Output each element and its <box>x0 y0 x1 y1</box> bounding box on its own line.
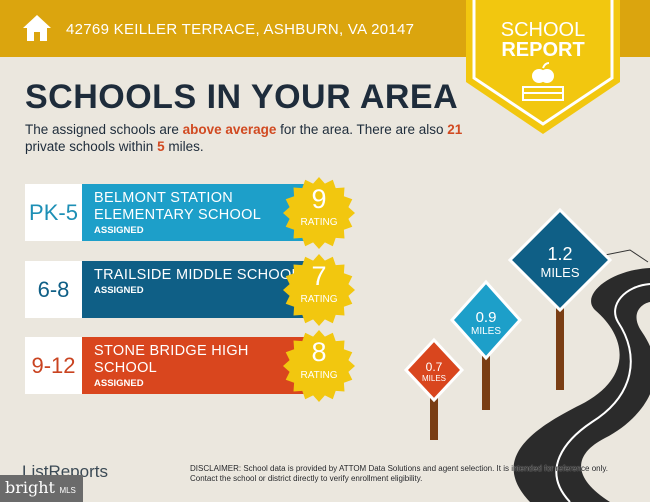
school-name: BELMONT STATION ELEMENTARY SCHOOL <box>94 190 262 223</box>
rating-label: RATING <box>300 370 338 381</box>
assignment-status: ASSIGNED <box>94 378 144 389</box>
rating-badge: 8 RATING <box>283 330 355 402</box>
assignment-status: ASSIGNED <box>94 225 144 236</box>
badge-line2: REPORT <box>501 39 585 61</box>
starburst-icon <box>283 330 355 402</box>
school-name: TRAILSIDE MIDDLE SCHOOL <box>94 267 300 283</box>
rating-value: 7 <box>311 261 327 291</box>
rating-badge: 7 RATING <box>283 254 355 326</box>
disclaimer: DISCLAIMER: School data is provided by A… <box>190 464 608 483</box>
distance-sign-3: 0.7 MILES <box>421 360 446 383</box>
school-row: 9-12 STONE BRIDGE HIGH SCHOOL ASSIGNED 8… <box>25 330 355 402</box>
distance-sign-1: 1.2 MILES <box>540 244 580 280</box>
rating-label: RATING <box>300 294 338 305</box>
page-title: SCHOOLS IN YOUR AREA <box>25 78 459 116</box>
grade-range: PK-5 <box>25 184 82 241</box>
bright-mls-logo: bright MLS <box>0 475 83 502</box>
assignment-status: ASSIGNED <box>94 285 144 296</box>
starburst-icon <box>283 254 355 326</box>
road-signs-illustration <box>403 207 650 502</box>
home-icon <box>23 15 51 41</box>
apple-books-icon <box>522 62 564 101</box>
distance-sign-2: 0.9 MILES <box>470 309 501 337</box>
school-info: TRAILSIDE MIDDLE SCHOOL ASSIGNED <box>82 261 307 318</box>
school-info: STONE BRIDGE HIGH SCHOOL ASSIGNED <box>82 337 307 394</box>
school-name: STONE BRIDGE HIGH SCHOOL <box>94 343 249 376</box>
grade-range: 6-8 <box>25 261 82 318</box>
rating-value: 8 <box>311 337 327 367</box>
school-info: BELMONT STATION ELEMENTARY SCHOOL ASSIGN… <box>82 184 307 241</box>
school-row: PK-5 BELMONT STATION ELEMENTARY SCHOOL A… <box>25 177 355 249</box>
summary-text: The assigned schools are above average f… <box>25 122 463 154</box>
starburst-icon <box>283 177 355 249</box>
badge-line1: SCHOOL <box>500 19 586 41</box>
road-line <box>555 283 650 502</box>
rating-label: RATING <box>300 217 338 228</box>
rating-value: 9 <box>311 184 327 214</box>
grade-range: 9-12 <box>25 337 82 394</box>
school-report-badge <box>466 0 620 134</box>
property-address: 42769 KEILLER TERRACE, ASHBURN, VA 20147 <box>66 21 415 38</box>
school-row: 6-8 TRAILSIDE MIDDLE SCHOOL ASSIGNED 7 R… <box>25 254 355 326</box>
road <box>513 268 650 502</box>
rating-badge: 9 RATING <box>283 177 355 249</box>
